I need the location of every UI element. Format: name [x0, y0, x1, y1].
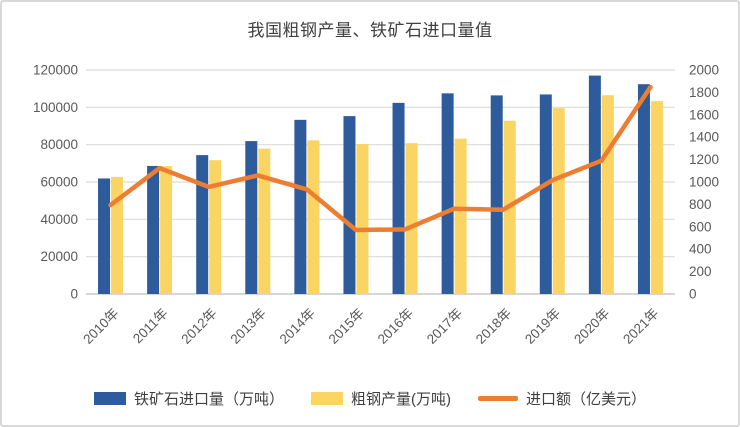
chart-legend: 铁矿石进口量（万吨） 粗钢产量(万吨) 进口额（亿美元） [2, 388, 738, 409]
bar-iron-ore-import [490, 95, 503, 295]
legend-item-import-value: 进口额（亿美元） [478, 388, 646, 409]
x-axis-label: 2020年 [571, 306, 612, 347]
y-axis-label-right: 1600 [689, 107, 719, 122]
bar-iron-ore-import [294, 119, 307, 294]
y-axis-label-left: 20000 [40, 249, 78, 264]
x-axis-label: 2010年 [80, 306, 121, 347]
chart-title: 我国粗钢产量、铁矿石进口量值 [247, 21, 493, 40]
bar-crude-steel [307, 140, 320, 294]
y-axis-label-right: 1800 [689, 85, 719, 100]
bar-iron-ore-import [392, 102, 405, 294]
x-axis-label: 2013年 [228, 306, 269, 347]
bar-iron-ore-import [196, 155, 209, 294]
bar-crude-steel [111, 176, 124, 294]
bar-crude-steel [454, 138, 467, 294]
bar-iron-ore-import [539, 94, 552, 294]
y-axis-label-left: 100000 [33, 100, 78, 115]
y-axis-label-right: 0 [689, 287, 697, 302]
bar-crude-steel [601, 95, 614, 294]
bar-iron-ore-import [147, 165, 160, 294]
y-axis-label-left: 40000 [40, 212, 78, 227]
y-axis-label-right: 2000 [689, 63, 719, 78]
y-axis-label-right: 800 [689, 197, 712, 212]
x-axis-label: 2019年 [522, 306, 563, 347]
bar-iron-ore-import [637, 84, 650, 294]
legend-label: 进口额（亿美元） [526, 391, 647, 408]
y-axis-label-right: 400 [689, 242, 712, 257]
bar-crude-steel [209, 160, 222, 294]
legend-label: 粗钢产量(万吨) [351, 391, 451, 408]
bar-crude-steel [160, 166, 173, 294]
x-axis-label: 2017年 [424, 306, 465, 347]
crude-steel-swatch-icon [311, 392, 343, 405]
y-axis-label-left: 60000 [40, 175, 78, 190]
legend-item-crude-steel: 粗钢产量(万吨) [311, 388, 451, 409]
y-axis-label-right: 1400 [689, 130, 719, 145]
x-axis-label: 2012年 [178, 306, 219, 347]
x-axis-label: 2016年 [375, 306, 416, 347]
bar-iron-ore-import [441, 93, 454, 294]
bar-iron-ore-import [343, 116, 356, 295]
y-axis-label-right: 600 [689, 219, 712, 234]
bar-iron-ore-import [245, 141, 258, 294]
y-axis-label-right: 1000 [689, 175, 719, 190]
x-axis-label: 2021年 [620, 306, 661, 347]
bar-crude-steel [405, 143, 418, 294]
bar-crude-steel [650, 101, 663, 294]
bar-crude-steel [356, 143, 369, 294]
import-value-line-swatch-icon [478, 396, 518, 401]
iron-ore-imports-swatch-icon [93, 392, 126, 405]
bar-crude-steel [552, 108, 565, 294]
y-axis-label-left: 120000 [33, 63, 78, 78]
bar-iron-ore-import [98, 178, 111, 294]
y-axis-label-right: 1200 [689, 152, 719, 167]
import-value-line [108, 84, 653, 233]
x-axis-label: 2015年 [326, 306, 367, 347]
legend-label: 铁矿石进口量（万吨） [133, 391, 284, 408]
y-axis-label-left: 80000 [40, 137, 78, 152]
y-axis-label-left: 0 [70, 287, 78, 302]
x-axis-label: 2011年 [130, 306, 171, 347]
bar-crude-steel [258, 148, 271, 294]
y-axis-label-right: 200 [689, 264, 712, 279]
x-axis-label: 2018年 [473, 306, 514, 347]
bar-iron-ore-import [588, 75, 601, 294]
legend-item-iron-ore-imports: 铁矿石进口量（万吨） [93, 388, 284, 409]
x-axis-label: 2014年 [277, 306, 318, 347]
